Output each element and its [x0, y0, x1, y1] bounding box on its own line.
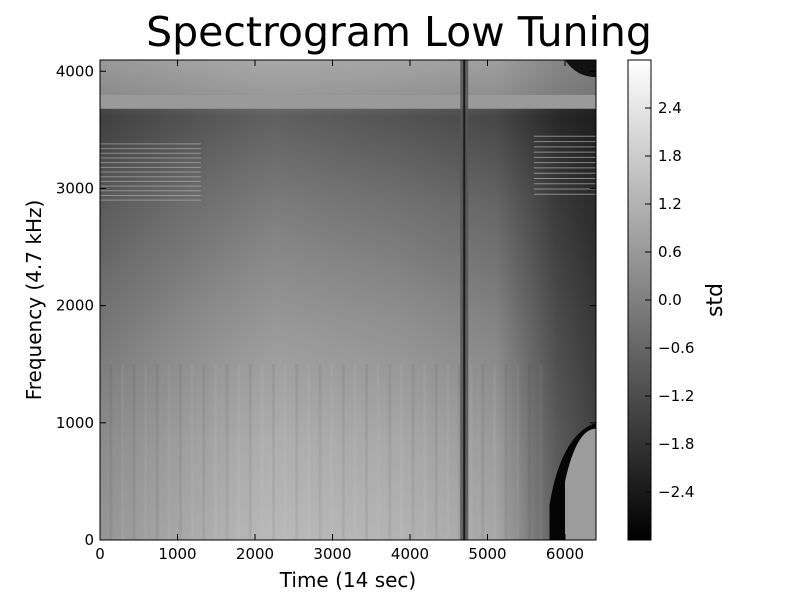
- heatmap-shading: [100, 60, 596, 540]
- colorbar-tick-label: −1.2: [658, 387, 694, 405]
- texture-column: [179, 364, 183, 540]
- upper-band: [100, 60, 596, 95]
- texture-column: [469, 364, 473, 540]
- x-tick-label: 5000: [468, 545, 506, 563]
- x-tick-label: 4000: [391, 545, 429, 563]
- texture-column: [423, 364, 427, 540]
- x-tick-label: 1000: [158, 545, 196, 563]
- y-tick-label: 2000: [56, 297, 94, 315]
- colorbar-tick-label: −1.8: [658, 435, 694, 453]
- texture-column: [190, 364, 194, 540]
- texture-column: [458, 364, 462, 540]
- colorbar-tick-label: 1.8: [658, 147, 682, 165]
- texture-column: [388, 364, 392, 540]
- texture-column: [155, 364, 159, 540]
- texture-column: [225, 364, 229, 540]
- texture-column: [260, 364, 264, 540]
- texture-column: [306, 364, 310, 540]
- texture-column: [144, 364, 148, 540]
- texture-column: [504, 364, 508, 540]
- texture-column: [341, 364, 345, 540]
- masked-frequency-band: [100, 94, 596, 109]
- chart-title: Spectrogram Low Tuning: [146, 8, 652, 56]
- texture-column: [527, 364, 531, 540]
- saturated-top-region: [565, 60, 596, 78]
- plot-frame: [99, 59, 597, 541]
- texture-column: [202, 364, 206, 540]
- plot-area: [100, 60, 596, 540]
- x-axis: 0 1000 2000 3000 4000 5000 6000: [95, 60, 584, 563]
- x-tick-label: 2000: [236, 545, 274, 563]
- y-tick-label: 0: [84, 531, 94, 549]
- x-axis-label: Time (14 sec): [279, 568, 416, 592]
- colorbar-tick-label: 0.0: [658, 291, 682, 309]
- y-axis-label: Frequency (4.7 kHz): [22, 200, 46, 401]
- texture-column: [318, 364, 322, 540]
- x-tick-label: 3000: [313, 545, 351, 563]
- texture-column: [237, 364, 241, 540]
- colorbar-tick-label: −2.4: [658, 483, 694, 501]
- y-axis: 0 1000 2000 3000 4000: [56, 62, 596, 549]
- saturated-high-region: [565, 428, 596, 540]
- x-tick-label: 0: [95, 545, 105, 563]
- texture-column: [272, 364, 276, 540]
- texture-column: [365, 364, 369, 540]
- x-tick-label: 6000: [546, 545, 584, 563]
- colorbar-tick-label: 1.2: [658, 195, 682, 213]
- colorbar: −2.4 −1.8 −1.2 −0.6 0.0 0.6 1.2 1.8 2.4: [627, 59, 694, 541]
- texture-column: [353, 364, 357, 540]
- texture-column: [295, 364, 299, 540]
- texture-column: [539, 364, 543, 540]
- texture-column: [376, 364, 380, 540]
- texture-column: [481, 364, 485, 540]
- texture-column: [167, 364, 171, 540]
- y-tick-label: 1000: [56, 414, 94, 432]
- y-tick-label: 3000: [56, 179, 94, 197]
- texture-column: [446, 364, 450, 540]
- colorbar-tick-label: −0.6: [658, 339, 694, 357]
- texture-column: [492, 364, 496, 540]
- colorbar-tick-label: 2.4: [658, 99, 682, 117]
- dark-vertical-line-core: [463, 60, 466, 540]
- texture-column: [132, 364, 136, 540]
- texture-column: [434, 364, 438, 540]
- texture-column: [283, 364, 287, 540]
- texture-column: [109, 364, 113, 540]
- texture-column: [120, 364, 124, 540]
- texture-column: [248, 364, 252, 540]
- texture-column: [516, 364, 520, 540]
- texture-column: [399, 364, 403, 540]
- texture-column: [330, 364, 334, 540]
- y-tick-label: 4000: [56, 62, 94, 80]
- colorbar-tick-label: 0.6: [658, 243, 682, 261]
- colorbar-label: std: [703, 283, 728, 317]
- texture-column: [411, 364, 415, 540]
- texture-column: [213, 364, 217, 540]
